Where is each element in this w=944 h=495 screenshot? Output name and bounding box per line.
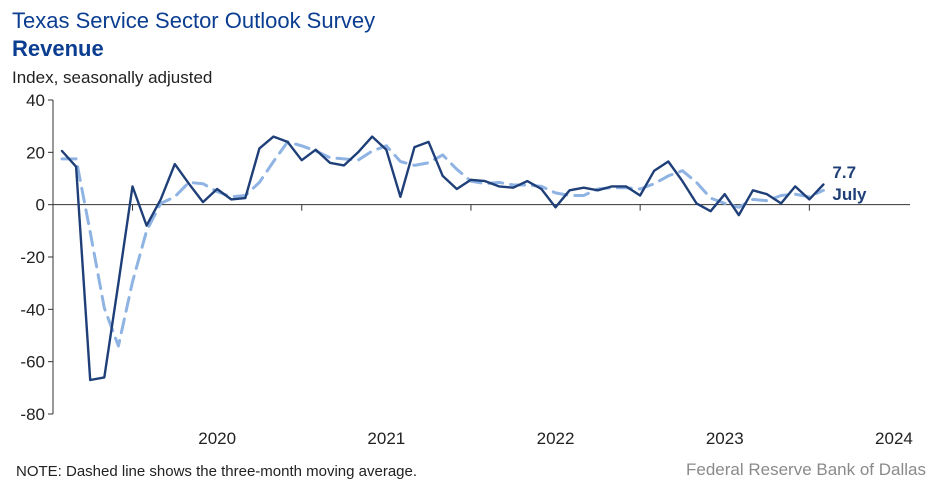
y-tick-label: -60 — [20, 353, 45, 372]
moving-average-line — [60, 140, 825, 348]
x-tick-label: 2020 — [198, 429, 236, 448]
y-axis-label: Index, seasonally adjusted — [12, 68, 213, 87]
footnote: NOTE: Dashed line shows the three-month … — [16, 463, 418, 480]
chart-subtitle: Revenue — [12, 36, 104, 61]
x-tick-label: 2021 — [367, 429, 405, 448]
latest-month-label: July — [832, 185, 867, 204]
y-tick-label: 40 — [26, 91, 45, 110]
y-tick-label: -80 — [20, 405, 45, 424]
y-tick-label: 20 — [26, 143, 45, 162]
source-credit: Federal Reserve Bank of Dallas — [685, 460, 926, 479]
latest-value-label: 7.7 — [832, 163, 856, 182]
y-tick-label: -40 — [20, 300, 45, 319]
x-tick-label: 2024 — [875, 429, 913, 448]
chart-title: Texas Service Sector Outlook Survey — [12, 8, 376, 33]
x-tick-label: 2022 — [537, 429, 575, 448]
monthly-index-line — [60, 135, 825, 382]
y-tick-label: 0 — [36, 196, 45, 215]
x-tick-label: 2023 — [706, 429, 744, 448]
y-tick-label: -20 — [20, 248, 45, 267]
